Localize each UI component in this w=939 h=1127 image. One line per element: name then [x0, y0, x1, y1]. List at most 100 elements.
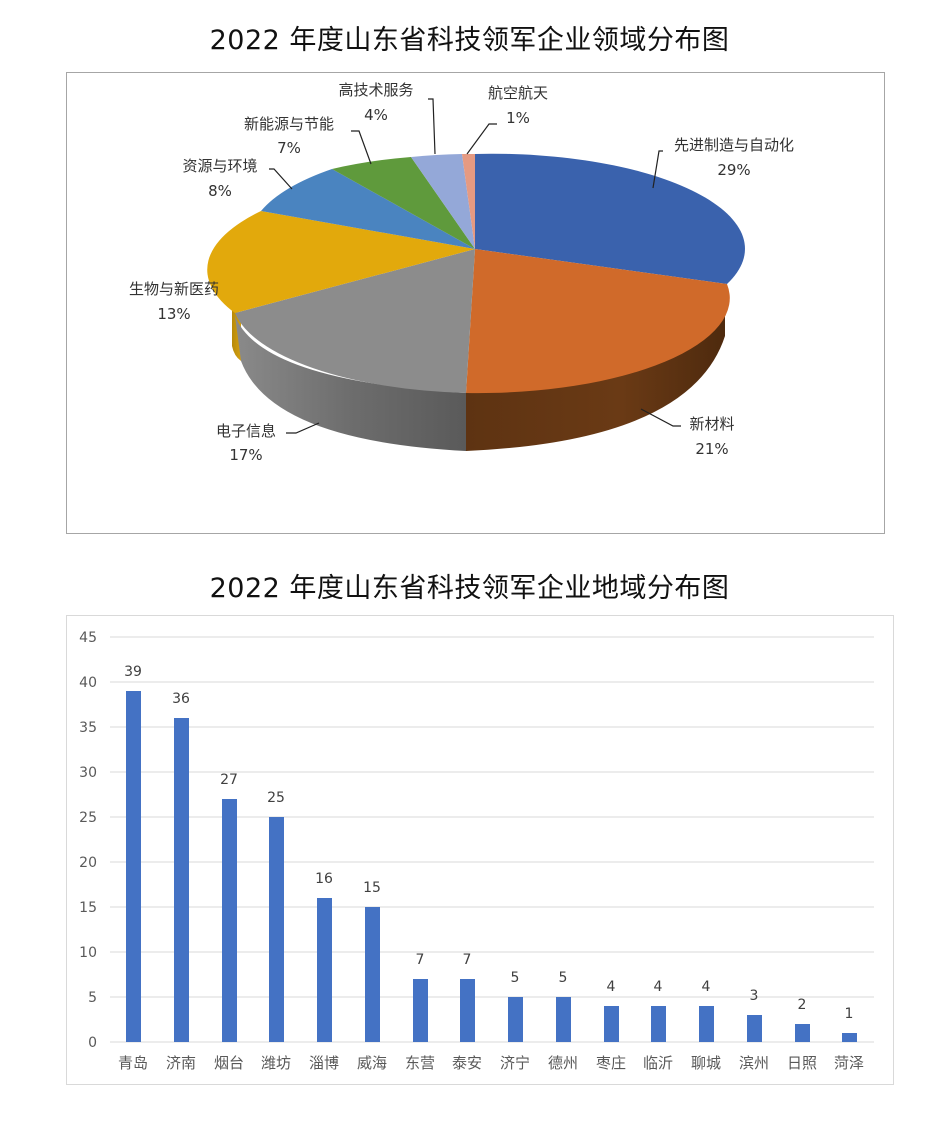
pie-slice-aerospace: [462, 153, 475, 249]
pie-label-services-name: 高技术服务: [338, 81, 413, 99]
pie-label-advanced-name: 先进制造与自动化: [674, 136, 794, 154]
pie-slice-biology: [207, 211, 475, 313]
pie-label-electronics-pct: 17%: [229, 446, 262, 464]
x-tick-city: 济南: [166, 1054, 196, 1072]
pie-label-energy-pct: 7%: [277, 139, 301, 157]
pie-slice-new-materials: [466, 249, 730, 394]
pie-side-materials: [466, 283, 725, 451]
pie-slice-electronics: [235, 249, 475, 393]
bar-chart-frame: 0 5 10 15 20 25 30 35 40 45: [66, 615, 894, 1085]
pie-label-electronics-name: 电子信息: [216, 422, 276, 440]
x-tick-city: 聊城: [691, 1054, 721, 1072]
leader-line-advanced: [652, 150, 663, 189]
bar-chart-title: 2022 年度山东省科技领军企业地域分布图: [209, 573, 730, 604]
y-tick: 20: [79, 855, 97, 871]
bar-value-label: 39: [124, 664, 142, 680]
bar-data-labels: 39 36 27 25 16 15 7 7 5 5 4 4 4 3 2 1: [124, 664, 853, 1022]
pie-label-aerospace-pct: 1%: [506, 109, 530, 127]
bar-yantai: [222, 799, 237, 1042]
bar-weifang: [269, 817, 284, 1042]
bar-binzhou: [747, 1015, 762, 1042]
y-tick: 30: [79, 765, 97, 781]
y-axis: 0 5 10 15 20 25 30 35 40 45: [79, 630, 97, 1051]
x-tick-city: 枣庄: [596, 1054, 626, 1072]
x-tick-city: 潍坊: [261, 1054, 291, 1072]
pie-label-materials-pct: 21%: [695, 440, 728, 458]
bar-value-label: 15: [363, 880, 381, 896]
bar-zaozhuang: [604, 1006, 619, 1042]
pie-chart-title: 2022 年度山东省科技领军企业领域分布图: [209, 25, 730, 56]
y-tick: 35: [79, 720, 97, 736]
leader-line-services: [428, 98, 436, 155]
bar-gridlines: [110, 636, 874, 1043]
bar-liaocheng: [699, 1006, 714, 1042]
bar-value-label: 1: [845, 1006, 854, 1022]
pie-chart-frame: 先进制造与自动化 29% 新材料 21% 电子信息 17% 生物与新医药 13%…: [66, 72, 885, 534]
pie-chart-3d: 先进制造与自动化 29% 新材料 21% 电子信息 17% 生物与新医药 13%…: [129, 81, 794, 464]
leader-line-electronics: [286, 422, 320, 434]
bar-chart-plot: 0 5 10 15 20 25 30 35 40 45: [79, 630, 874, 1072]
bar-rizhao: [795, 1024, 810, 1042]
bar-value-label: 7: [416, 952, 425, 968]
bar-value-label: 4: [607, 979, 616, 995]
bar-value-label: 2: [798, 997, 807, 1013]
bar-series: [126, 691, 857, 1042]
x-tick-city: 东营: [405, 1054, 435, 1072]
x-tick-city: 淄博: [309, 1054, 339, 1072]
pie-label-resources-name: 资源与环境: [182, 157, 257, 175]
y-tick: 0: [88, 1035, 97, 1051]
bar-qingdao: [126, 691, 141, 1042]
y-tick: 15: [79, 900, 97, 916]
bar-value-label: 4: [654, 979, 663, 995]
x-tick-city: 威海: [357, 1054, 387, 1072]
x-tick-city: 泰安: [452, 1054, 482, 1072]
bar-value-label: 7: [463, 952, 472, 968]
leader-line-energy: [351, 130, 372, 165]
x-tick-city: 青岛: [118, 1054, 148, 1072]
pie-side-electronics: [235, 316, 466, 451]
pie-label-biology-pct: 13%: [157, 305, 190, 323]
pie-label-materials-name: 新材料: [689, 415, 734, 433]
y-tick: 5: [88, 990, 97, 1006]
x-tick-city: 德州: [548, 1054, 578, 1072]
pie-label-resources-pct: 8%: [208, 182, 232, 200]
bar-value-label: 36: [172, 691, 190, 707]
pie-label-energy-name: 新能源与节能: [244, 115, 334, 133]
bar-value-label: 5: [559, 970, 568, 986]
pie-slice-hitech-services: [411, 154, 475, 249]
bar-jinan: [174, 718, 189, 1042]
bar-zibo: [317, 898, 332, 1042]
bar-value-label: 5: [511, 970, 520, 986]
bar-taian: [460, 979, 475, 1042]
x-tick-city: 临沂: [643, 1054, 673, 1072]
pie-label-aerospace-name: 航空航天: [488, 84, 548, 102]
leader-line-resources: [269, 168, 293, 190]
pie-label-biology-name: 生物与新医药: [129, 280, 219, 298]
x-axis: 青岛 济南 烟台 潍坊 淄博 威海 东营 泰安 济宁 德州 枣庄 临沂 聊城 滨…: [118, 1054, 864, 1072]
bar-value-label: 4: [702, 979, 711, 995]
leader-line-aerospace: [466, 123, 497, 155]
leader-line-materials: [640, 408, 681, 427]
bar-value-label: 27: [220, 772, 238, 788]
bar-dezhou: [556, 997, 571, 1042]
y-tick: 45: [79, 630, 97, 646]
bar-dongying: [413, 979, 428, 1042]
pie-slice-new-energy: [332, 157, 475, 249]
y-tick: 25: [79, 810, 97, 826]
bar-heze: [842, 1033, 857, 1042]
bar-value-label: 25: [267, 790, 285, 806]
pie-label-advanced-pct: 29%: [717, 161, 750, 179]
pie-slice-advanced-manufacturing: [475, 153, 745, 284]
x-tick-city: 烟台: [214, 1054, 244, 1072]
y-tick: 40: [79, 675, 97, 691]
x-tick-city: 菏泽: [834, 1054, 864, 1072]
bar-value-label: 3: [750, 988, 759, 1004]
y-tick: 10: [79, 945, 97, 961]
pie-slice-resources: [261, 169, 475, 249]
x-tick-city: 日照: [787, 1054, 817, 1072]
pie-label-services-pct: 4%: [364, 106, 388, 124]
x-tick-city: 滨州: [739, 1054, 769, 1072]
bar-linyi: [651, 1006, 666, 1042]
bar-jining: [508, 997, 523, 1042]
bar-value-label: 16: [315, 871, 333, 887]
